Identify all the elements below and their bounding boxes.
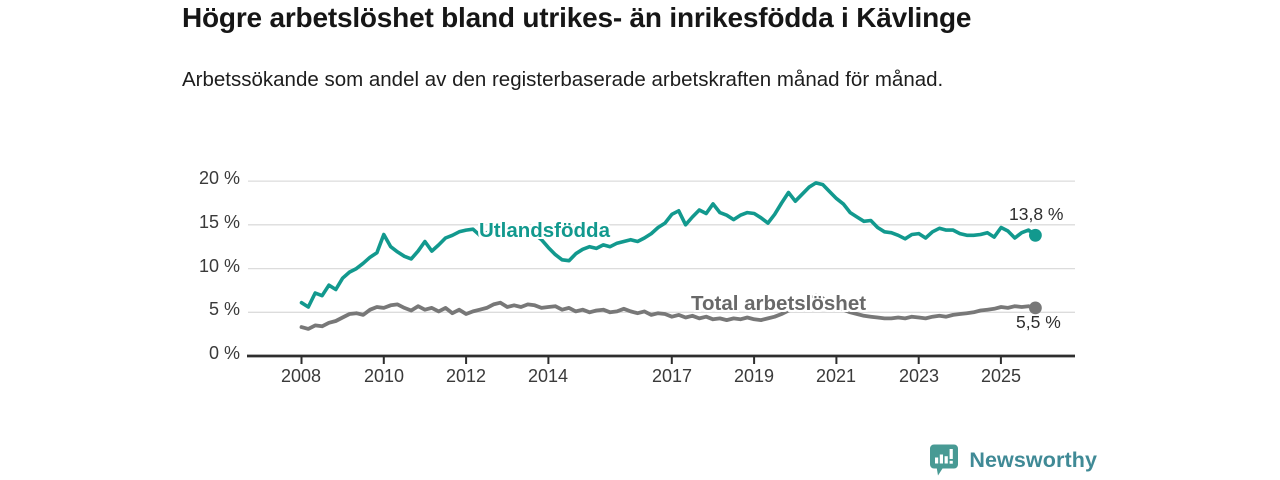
newsworthy-speech-bubble-chart-icon [930, 444, 959, 476]
series-end-dot-total [1029, 301, 1042, 315]
series-end-dot-utlandsfodda [1029, 228, 1042, 242]
exclamation-dot [949, 460, 954, 464]
chart-title: Högre arbetslöshet bland utrikes- än inr… [182, 2, 972, 33]
newsworthy-logo[interactable]: Newsworthy [929, 444, 1097, 477]
series-line-total [299, 293, 1038, 331]
chart-subtitle: Arbetssökande som andel av den registerb… [182, 68, 944, 91]
speech-bubble-shape [930, 444, 959, 476]
exclamation-bar [949, 449, 954, 459]
newsworthy-brand-text: Newsworthy [969, 448, 1097, 472]
series-line-utlandsfodda [299, 181, 1038, 309]
bar-chart-glyph [935, 449, 954, 464]
